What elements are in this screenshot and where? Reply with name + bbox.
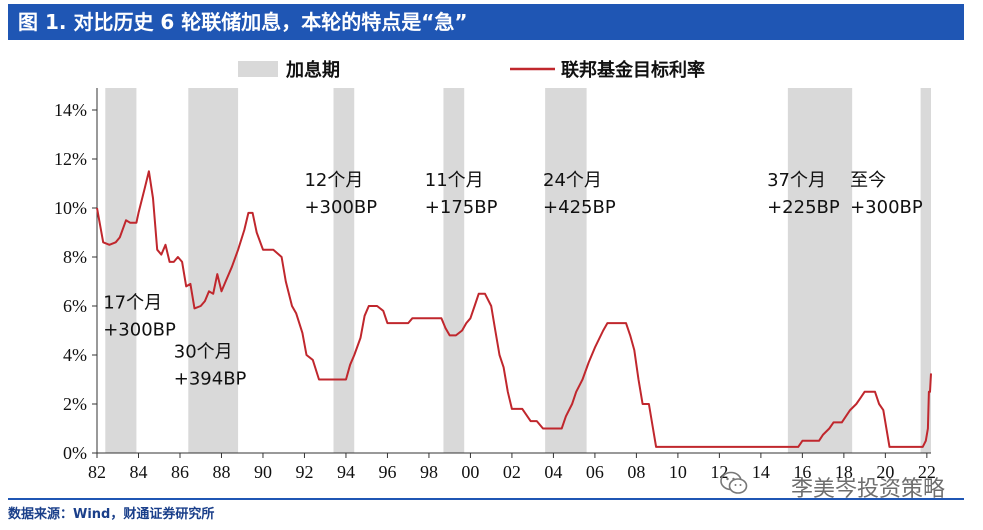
annotation-duration-4: 24个月 [543, 170, 602, 191]
x-tick-label-2: 86 [171, 462, 189, 482]
x-tick-label-7: 96 [378, 462, 396, 482]
y-tick-label-6: 12% [54, 149, 87, 169]
y-tick-label-4: 8% [63, 247, 87, 267]
y-tick-label-5: 10% [54, 198, 87, 218]
hiking-period-shades [105, 88, 931, 453]
x-tick-label-18: 18 [835, 462, 853, 482]
legend-shade-label: 加息期 [285, 59, 340, 81]
x-tick-label-19: 20 [876, 462, 894, 482]
annotation-duration-0: 17个月 [103, 292, 162, 313]
legend-shade-swatch [238, 61, 278, 77]
hiking-period-6 [920, 88, 931, 453]
annotation-bp-6: +300BP [850, 197, 923, 218]
hiking-period-2 [333, 88, 355, 453]
annotation-bp-3: +175BP [425, 197, 498, 218]
series-layer [96, 170, 932, 448]
x-tick-label-5: 92 [295, 462, 313, 482]
annotation-bp-4: +425BP [543, 197, 616, 218]
annotation-duration-2: 12个月 [304, 170, 363, 191]
hiking-period-0 [105, 88, 137, 453]
x-tick-label-0: 82 [88, 462, 106, 482]
watermark-text: 李美岑投资策略 [790, 477, 945, 502]
x-tick-label-10: 02 [503, 462, 521, 482]
y-tick-label-0: 0% [63, 443, 87, 463]
x-tick-label-17: 16 [793, 462, 811, 482]
x-tick-label-12: 06 [586, 462, 604, 482]
series-line-0 [96, 170, 932, 448]
hiking-period-4 [545, 88, 587, 453]
annotation-bp-2: +300BP [304, 197, 377, 218]
source-rule [8, 498, 964, 500]
x-tick-label-1: 84 [129, 462, 147, 482]
y-axis: 0% 2% 4% 6% 8% 10% 12% 14% [54, 88, 98, 463]
y-tick-label-7: 14% [54, 100, 87, 120]
annotation-duration-6: 至今 [850, 170, 886, 191]
x-tick-label-14: 10 [669, 462, 687, 482]
annotation-bp-1: +394BP [174, 368, 247, 389]
wechat-icon [720, 471, 748, 494]
x-tick-label-16: 14 [752, 462, 770, 482]
source-note: 数据来源：Wind，财通证券研究所 [8, 507, 215, 522]
annotation-duration-3: 11个月 [425, 170, 484, 191]
title-bar: 图 1. 对比历史 6 轮联储加息，本轮的特点是“急” [8, 4, 964, 40]
x-tick-label-6: 94 [337, 462, 355, 482]
annotation-bp-5: +225BP [767, 197, 840, 218]
y-tick-label-1: 2% [63, 394, 87, 414]
annotation-bp-0: +300BP [103, 319, 176, 340]
x-tick-label-3: 88 [212, 462, 230, 482]
x-tick-label-11: 04 [544, 462, 562, 482]
x-tick-label-4: 90 [254, 462, 272, 482]
x-tick-label-9: 00 [461, 462, 479, 482]
x-tick-label-15: 12 [710, 462, 728, 482]
hiking-period-5 [787, 88, 853, 453]
chart-title: 图 1. 对比历史 6 轮联储加息，本轮的特点是“急” [18, 10, 468, 34]
y-tick-label-3: 6% [63, 296, 87, 316]
y-tick-label-2: 4% [63, 345, 87, 365]
hiking-period-3 [443, 88, 465, 453]
annotation-duration-5: 37个月 [767, 170, 826, 191]
annotation-duration-1: 30个月 [174, 341, 233, 362]
x-tick-label-8: 98 [420, 462, 438, 482]
legend: 加息期 联邦基金目标利率 [238, 59, 705, 81]
legend-line-label: 联邦基金目标利率 [561, 59, 705, 81]
x-tick-label-20: 22 [918, 462, 936, 482]
x-axis: 82 84 86 88 90 92 94 96 98 00 02 04 06 08 10 12 14 16 18 20… [88, 452, 936, 482]
annotations: 17个月+300BP30个月+394BP12个月+300BP11个月+175BP… [103, 170, 923, 390]
x-tick-label-13: 08 [627, 462, 645, 482]
